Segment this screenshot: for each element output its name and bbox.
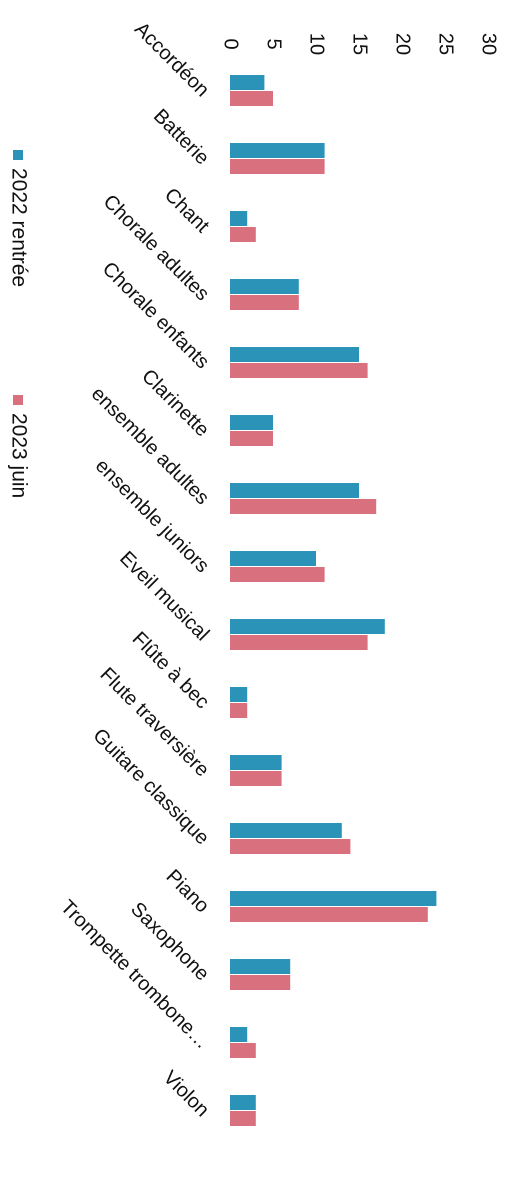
bar-series-2	[230, 499, 377, 514]
tick-label: 10	[306, 33, 328, 55]
tick-label: 20	[392, 33, 414, 55]
bar-series-2	[230, 771, 282, 786]
bar-series-1	[230, 891, 437, 906]
bar-series-1	[230, 619, 385, 634]
tick-label: 30	[478, 33, 500, 55]
tick-label: 5	[263, 38, 285, 49]
category-label: Accordéon	[130, 18, 213, 101]
bar-series-2	[230, 363, 368, 378]
category-label: Chant	[160, 184, 214, 238]
bar-series-2	[230, 839, 351, 854]
bar-series-1	[230, 1095, 256, 1110]
legend-swatch	[13, 395, 23, 405]
tick-label: 15	[349, 33, 371, 55]
category-label: Guitare classique	[88, 724, 213, 849]
bar-series-1	[230, 483, 359, 498]
bar-series-2	[230, 227, 256, 242]
bar-series-1	[230, 551, 316, 566]
category-label: ensemble adultes	[87, 383, 213, 509]
bar-series-2	[230, 159, 325, 174]
bar-series-2	[230, 703, 248, 718]
bar-series-2	[230, 635, 368, 650]
legend-swatch	[13, 150, 23, 160]
legend-label: 2023 juin	[7, 413, 30, 498]
bar-series-1	[230, 279, 299, 294]
tick-label: 0	[220, 38, 242, 49]
bar-series-2	[230, 975, 291, 990]
bar-series-1	[230, 347, 359, 362]
bar-series-1	[230, 755, 282, 770]
bar-series-1	[230, 687, 248, 702]
bar-series-1	[230, 823, 342, 838]
bar-series-2	[230, 567, 325, 582]
bar-series-1	[230, 1027, 248, 1042]
bar-series-2	[230, 907, 428, 922]
category-label: Violon	[159, 1067, 214, 1122]
legend-label: 2022 rentrée	[7, 168, 30, 287]
bar-series-2	[230, 431, 273, 446]
category-label: Piano	[162, 866, 214, 918]
bar-series-2	[230, 1111, 256, 1126]
bar-series-1	[230, 143, 325, 158]
bar-series-1	[230, 415, 273, 430]
tick-label: 25	[435, 33, 457, 55]
category-label: ensemble juniors	[91, 455, 213, 577]
bar-series-1	[230, 211, 248, 226]
bar-series-2	[230, 1043, 256, 1058]
bar-series-2	[230, 295, 299, 310]
bar-series-1	[230, 75, 265, 90]
category-label: Batterie	[149, 105, 213, 169]
bar-series-1	[230, 959, 291, 974]
bar-series-2	[230, 91, 273, 106]
